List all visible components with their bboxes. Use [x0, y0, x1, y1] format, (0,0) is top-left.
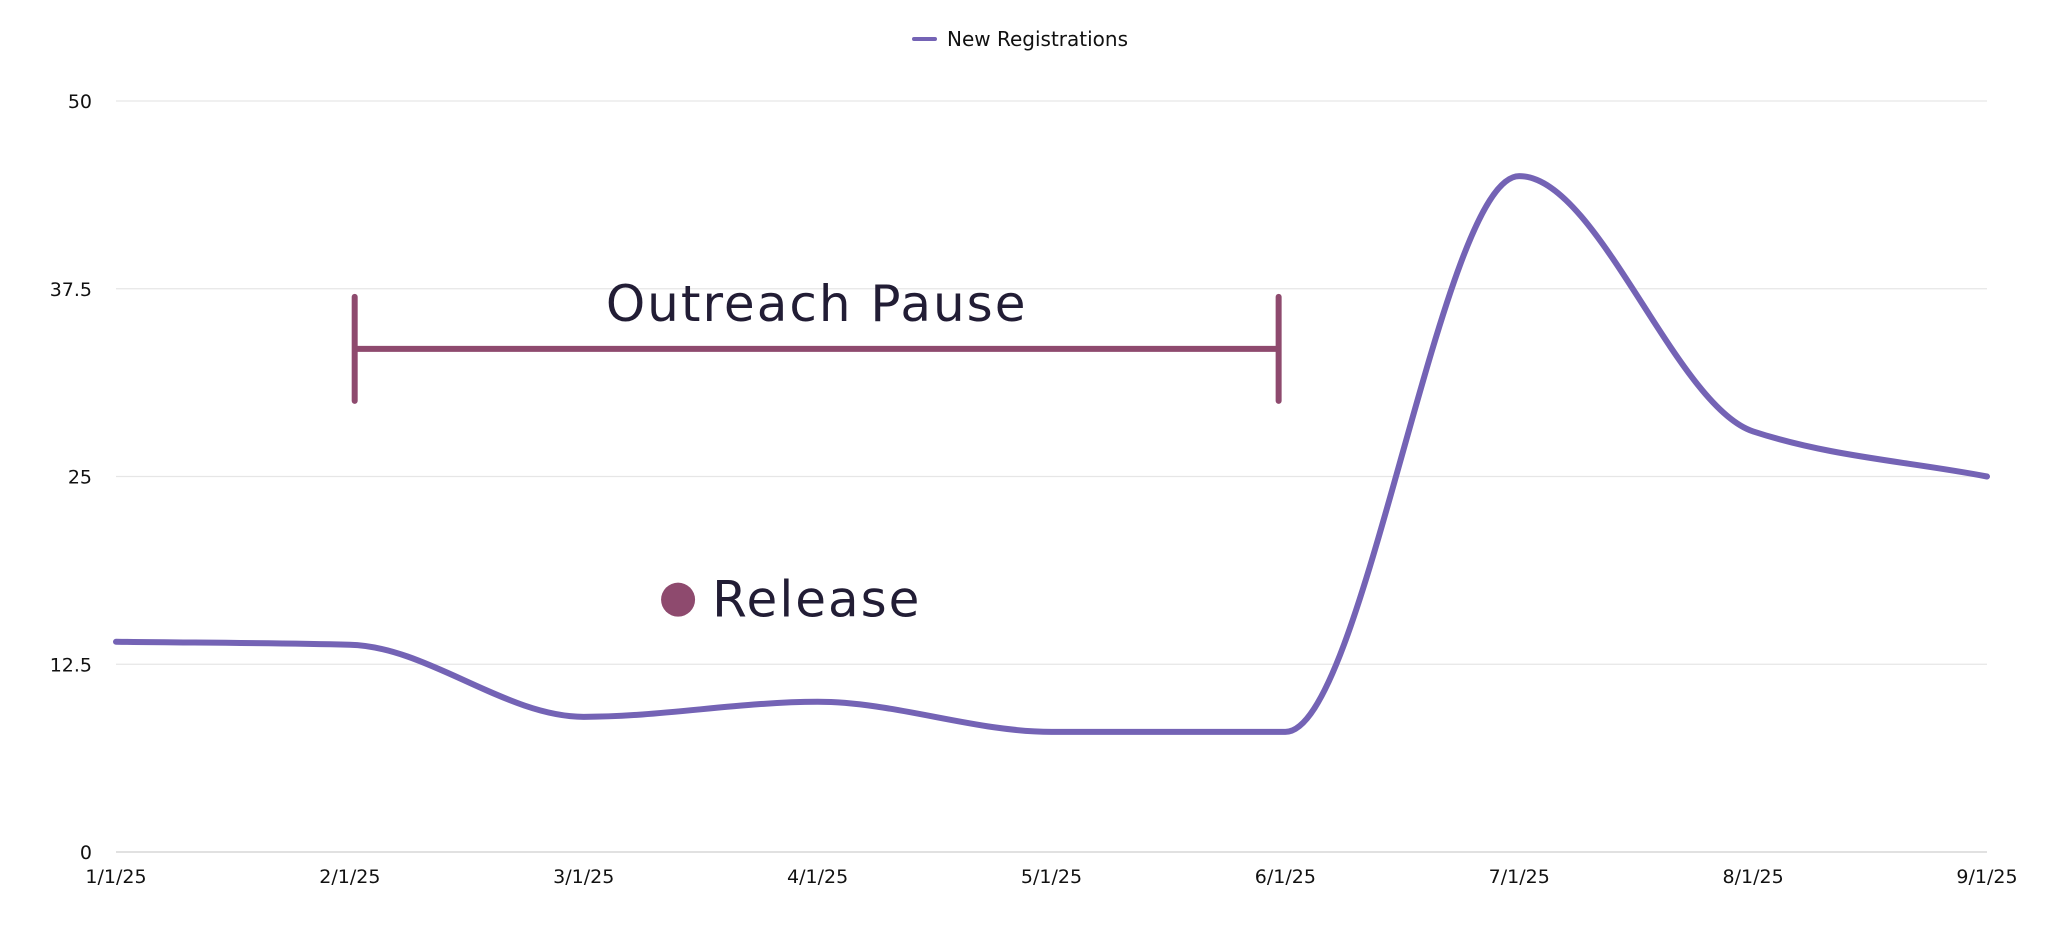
- x-tick-label: 4/1/25: [787, 866, 848, 888]
- point-marker: [661, 582, 696, 617]
- legend[interactable]: New Registrations: [912, 27, 1128, 51]
- y-tick-label: 0: [80, 842, 92, 864]
- x-tick-label: 9/1/25: [1956, 866, 2017, 888]
- x-tick-label: 2/1/25: [319, 866, 380, 888]
- y-tick-label: 50: [68, 91, 92, 113]
- point-label: Release: [712, 571, 921, 629]
- x-tick-label: 7/1/25: [1489, 866, 1550, 888]
- x-tick-label: 3/1/25: [553, 866, 614, 888]
- y-tick-label: 25: [68, 467, 92, 489]
- y-tick-label: 37.5: [50, 279, 92, 301]
- annotations: Outreach Pause Release: [351, 275, 1282, 629]
- series-line: [113, 173, 1990, 735]
- x-tick-label: 5/1/25: [1021, 866, 1082, 888]
- x-tick-label: 1/1/25: [85, 866, 146, 888]
- series-layer: [113, 173, 1990, 735]
- range-annotation: Outreach Pause: [351, 275, 1282, 404]
- legend-label: New Registrations: [947, 27, 1128, 51]
- x-axis: 1/1/25 2/1/25 3/1/25 4/1/25 5/1/25 6/1/25 7/1/…: [85, 866, 2017, 888]
- point-annotation: Release: [661, 571, 921, 629]
- grid: [116, 100, 1987, 853]
- range-label: Outreach Pause: [606, 275, 1028, 333]
- y-axis: 0 12.5 25 37.5 50: [50, 91, 92, 864]
- y-tick-label: 12.5: [50, 654, 92, 676]
- x-tick-label: 8/1/25: [1723, 866, 1784, 888]
- x-tick-label: 6/1/25: [1255, 866, 1316, 888]
- legend-item[interactable]: New Registrations: [912, 27, 1128, 51]
